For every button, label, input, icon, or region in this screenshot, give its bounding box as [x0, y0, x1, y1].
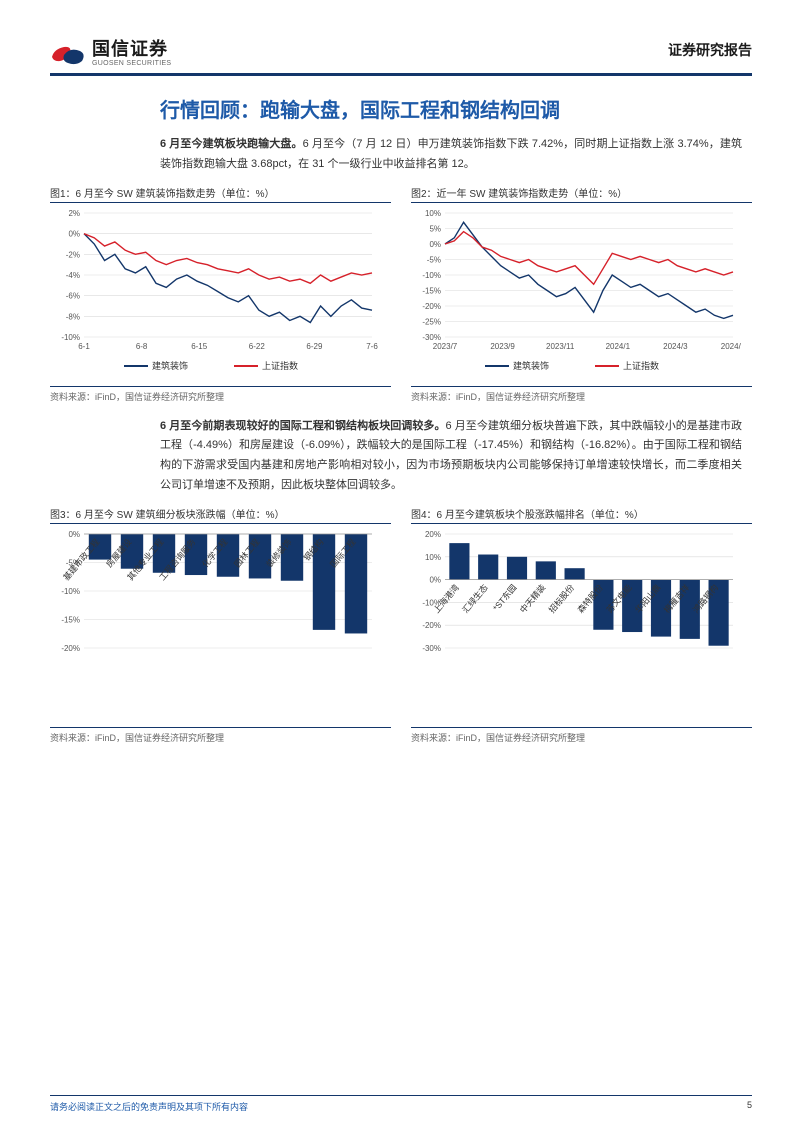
page-header: 国信证券 GUOSEN SECURITIES 证券研究报告: [50, 40, 752, 76]
svg-text:中天精装: 中天精装: [518, 582, 548, 615]
svg-text:上证指数: 上证指数: [623, 360, 659, 371]
svg-text:-20%: -20%: [422, 621, 441, 630]
logo-text-en: GUOSEN SECURITIES: [92, 60, 171, 67]
svg-text:-30%: -30%: [422, 333, 441, 342]
svg-text:2023/7: 2023/7: [433, 342, 458, 351]
svg-text:-10%: -10%: [61, 587, 80, 596]
svg-text:建筑装饰: 建筑装饰: [513, 360, 549, 371]
svg-text:0%: 0%: [429, 575, 441, 584]
fig2-title: 图2：近一年 SW 建筑装饰指数走势（单位：%）: [411, 185, 752, 200]
svg-text:2024/1: 2024/1: [606, 342, 631, 351]
fig2-chart: -30% -25% -20% -15% -10% -5% 0% 5% 10% 2023/7 2023…: [411, 202, 752, 382]
svg-text:20%: 20%: [425, 530, 441, 539]
svg-text:0%: 0%: [68, 229, 80, 238]
svg-text:7-6: 7-6: [366, 342, 378, 351]
svg-text:6-1: 6-1: [78, 342, 90, 351]
svg-text:-15%: -15%: [61, 615, 80, 624]
svg-text:*ST东园: *ST东园: [491, 582, 519, 612]
fig3-source: 资料来源：iFinD，国信证券经济研究所整理: [50, 727, 391, 744]
fig3-title: 图3：6 月至今 SW 建筑细分板块涨跌幅（单位：%）: [50, 506, 391, 521]
page-footer: 请务必阅读正文之后的免责声明及其项下所有内容 5: [50, 1095, 752, 1113]
svg-text:-25%: -25%: [422, 317, 441, 326]
paragraph-1: 6 月至今建筑板块跑输大盘。6 月至今（7 月 12 日）申万建筑装饰指数下跌 …: [160, 135, 742, 175]
svg-text:-2%: -2%: [66, 250, 80, 259]
svg-text:-10%: -10%: [422, 271, 441, 280]
svg-text:2%: 2%: [68, 209, 80, 218]
svg-text:-5%: -5%: [427, 255, 441, 264]
footer-disclaimer: 请务必阅读正文之后的免责声明及其项下所有内容: [50, 1100, 248, 1113]
svg-text:招标股份: 招标股份: [547, 582, 577, 615]
svg-text:2023/9: 2023/9: [490, 342, 515, 351]
svg-text:汇绿生态: 汇绿生态: [460, 582, 490, 615]
logo-icon: [50, 41, 86, 67]
svg-text:建筑装饰: 建筑装饰: [152, 360, 188, 371]
fig1-chart: -10% -8% -6% -4% -2% 0% 2% 6-1 6-8 6-15 6-22 6-29 7-…: [50, 202, 391, 382]
svg-text:2024/5: 2024/5: [721, 342, 741, 351]
svg-text:10%: 10%: [425, 209, 441, 218]
svg-text:-20%: -20%: [422, 302, 441, 311]
svg-text:-10%: -10%: [61, 333, 80, 342]
svg-text:6-29: 6-29: [306, 342, 323, 351]
svg-text:2024/3: 2024/3: [663, 342, 688, 351]
svg-text:上证指数: 上证指数: [262, 360, 298, 371]
fig4-title: 图4：6 月至今建筑板块个股涨跌幅排名（单位：%）: [411, 506, 752, 521]
fig4-source: 资料来源：iFinD，国信证券经济研究所整理: [411, 727, 752, 744]
svg-text:6-22: 6-22: [249, 342, 266, 351]
svg-text:6-8: 6-8: [136, 342, 148, 351]
fig1-source: 资料来源：iFinD，国信证券经济研究所整理: [50, 386, 391, 403]
logo-text-cn: 国信证券: [92, 40, 171, 58]
svg-text:6-15: 6-15: [191, 342, 208, 351]
fig4-chart: -30%-20%-10%0%10%20%上海港湾汇绿生态*ST东园中天精装招标股…: [411, 523, 752, 723]
section-title: 行情回顾：跑输大盘，国际工程和钢结构回调: [160, 94, 752, 123]
fig1-title: 图1：6 月至今 SW 建筑装饰指数走势（单位：%）: [50, 185, 391, 200]
report-type: 证券研究报告: [668, 40, 752, 60]
svg-text:-30%: -30%: [422, 644, 441, 653]
svg-text:10%: 10%: [425, 553, 441, 562]
svg-text:0%: 0%: [429, 240, 441, 249]
svg-text:-20%: -20%: [61, 644, 80, 653]
svg-text:-15%: -15%: [422, 286, 441, 295]
fig3-chart: -20%-15%-10%-5%0%基建市政工程房屋建设其他专业工程工程咨询服务化…: [50, 523, 391, 723]
svg-text:2023/11: 2023/11: [546, 342, 575, 351]
svg-text:-4%: -4%: [66, 271, 80, 280]
footer-page: 5: [747, 1100, 752, 1113]
paragraph-2: 6 月至今前期表现较好的国际工程和钢结构板块回调较多。6 月至今建筑细分板块普遍…: [160, 417, 742, 496]
svg-text:0%: 0%: [68, 530, 80, 539]
svg-text:-8%: -8%: [66, 312, 80, 321]
logo: 国信证券 GUOSEN SECURITIES: [50, 40, 171, 67]
fig2-source: 资料来源：iFinD，国信证券经济研究所整理: [411, 386, 752, 403]
svg-text:-6%: -6%: [66, 291, 80, 300]
para2-lead: 6 月至今前期表现较好的国际工程和钢结构板块回调较多。: [160, 420, 446, 432]
svg-text:5%: 5%: [429, 224, 441, 233]
para1-lead: 6 月至今建筑板块跑输大盘。: [160, 138, 303, 150]
